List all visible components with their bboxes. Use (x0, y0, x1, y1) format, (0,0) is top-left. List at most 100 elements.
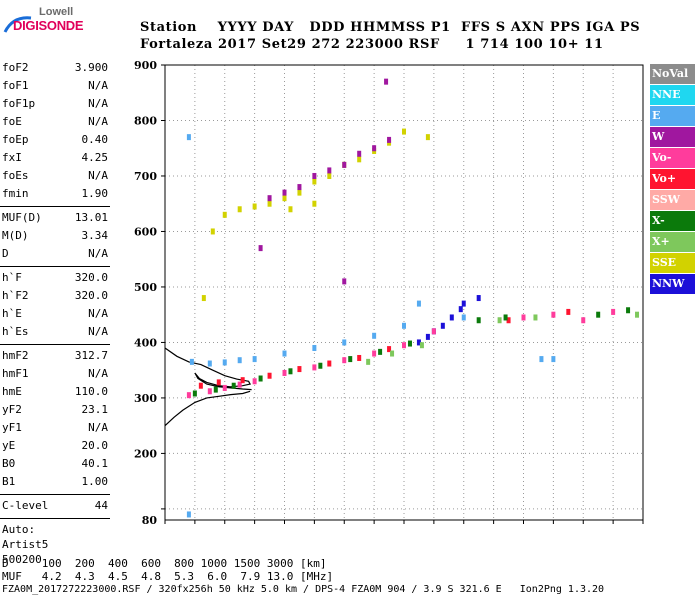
param-name: hmF1 (2, 367, 29, 380)
data-point (252, 378, 257, 385)
param-row: B0 40.1 (2, 456, 108, 474)
data-point (425, 134, 430, 141)
data-point (282, 350, 287, 357)
param-value: 110.0 (74, 385, 108, 398)
y-tick-label: 500 (134, 281, 157, 294)
param-name: B0 (2, 457, 16, 470)
y-tick-label: 300 (134, 392, 157, 405)
clevel-row: C-level 44 (2, 498, 108, 516)
legend-item: NNW (650, 274, 695, 294)
data-point (348, 356, 353, 363)
x-tick-label: 8 (370, 528, 378, 530)
data-point (222, 359, 227, 366)
data-point (402, 322, 406, 329)
data-point (186, 134, 191, 141)
data-point (497, 317, 502, 324)
param-name: hmF2 (2, 349, 29, 362)
x-tick-label: 12 (486, 528, 501, 530)
param-name: hmE (2, 385, 22, 398)
data-point (476, 295, 481, 302)
data-point (237, 357, 242, 364)
param-separator (0, 518, 110, 519)
data-point (258, 375, 263, 382)
param-name: fmin (2, 187, 29, 200)
param-value: 13.01 (74, 211, 108, 224)
footer-muf: MUF 4.2 4.3 4.5 4.8 5.3 6.0 7.9 13.0 [MH… (2, 570, 334, 583)
legend-item: W (650, 127, 695, 147)
electron-density-profile (164, 347, 252, 391)
data-point (297, 366, 302, 373)
param-row: h`F 320.0 (2, 270, 108, 288)
data-point (327, 172, 332, 179)
param-name: h`Es (2, 325, 29, 338)
data-point (611, 308, 616, 315)
data-point (312, 172, 317, 179)
x-tick-label: 14 (546, 528, 562, 530)
data-point (342, 161, 347, 168)
param-value: N/A (88, 115, 108, 128)
data-point (416, 339, 421, 346)
data-point (402, 342, 406, 349)
footer-file-info: FZA0M_2017272223000.RSF / 320fx256h 50 k… (2, 584, 605, 595)
param-value: 312.7 (74, 349, 108, 362)
data-point (458, 306, 463, 313)
param-value: 1.00 (81, 475, 109, 488)
param-value: 40.1 (81, 457, 109, 470)
data-point (419, 342, 424, 349)
param-row: foF1p N/A (2, 96, 108, 114)
x-tick-label: 9 (400, 528, 408, 530)
legend-item: X+ (650, 232, 695, 252)
param-separator (0, 206, 110, 207)
data-point (267, 200, 272, 207)
param-name: foF2 (2, 61, 29, 74)
param-name: fxI (2, 151, 22, 164)
header-values: Fortaleza 2017 Set29 272 223000 RSF 1 71… (140, 37, 604, 52)
artist-label: Artist5 (2, 538, 49, 551)
data-point (476, 317, 481, 324)
param-row: foF1 N/A (2, 78, 108, 96)
param-value: N/A (88, 169, 108, 182)
data-point (312, 344, 317, 351)
data-point (357, 150, 362, 157)
data-point (342, 339, 347, 346)
logo-bottom-text: DIGISONDE (13, 18, 84, 33)
auto-label: Auto: (2, 523, 36, 536)
param-row: M(D) 3.34 (2, 228, 108, 246)
x-tick-label: 4 (251, 528, 259, 530)
param-value: 0.40 (81, 133, 109, 146)
param-name: h`F2 (2, 289, 29, 302)
data-point (282, 195, 287, 202)
data-point (387, 136, 392, 143)
param-value: 320.0 (74, 271, 108, 284)
data-point (461, 300, 466, 307)
data-point (402, 128, 406, 135)
footer-distance: D 100 200 400 600 800 1000 1500 3000 [km… (2, 557, 327, 570)
data-point (222, 211, 227, 218)
param-value: N/A (88, 325, 108, 338)
param-name: h`F (2, 271, 22, 284)
data-point (440, 322, 445, 329)
data-point (201, 295, 206, 302)
data-point (297, 184, 302, 191)
param-value: N/A (88, 79, 108, 92)
data-point (449, 314, 454, 321)
x-tick-label: 11 (456, 528, 471, 530)
data-point (186, 511, 191, 518)
data-point (407, 340, 412, 347)
data-point (503, 314, 508, 321)
param-row: yF1 N/A (2, 420, 108, 438)
param-name: MUF(D) (2, 211, 42, 224)
param-row: foF2 3.900 (2, 60, 108, 78)
data-point (237, 206, 242, 213)
param-name: foF1 (2, 79, 29, 92)
data-point (533, 314, 538, 321)
param-value: 44 (94, 499, 108, 512)
param-value: 3.34 (81, 229, 109, 242)
data-point (207, 360, 212, 367)
legend-item: NoVal (650, 64, 695, 84)
legend-item: Vo+ (650, 169, 695, 189)
y-tick-label: 400 (134, 336, 157, 349)
y-tick-label: 700 (134, 170, 157, 183)
data-point (635, 311, 640, 318)
param-row: h`Es N/A (2, 324, 108, 342)
